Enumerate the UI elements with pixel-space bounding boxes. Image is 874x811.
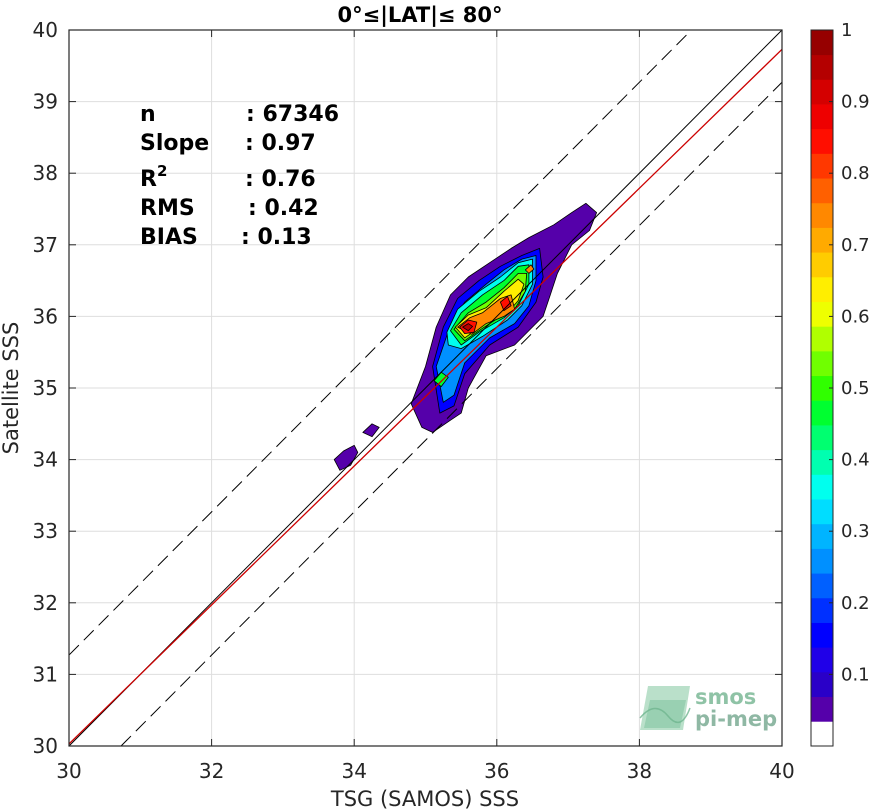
y-axis-label: Satellite SSS	[0, 322, 23, 455]
chart-title: 0°≤|LAT|≤ 80°	[337, 3, 502, 28]
stat-superscript: 2	[157, 162, 167, 180]
colorbar-tick-label: 0.5	[841, 378, 870, 399]
x-tick-label: 34	[341, 759, 366, 783]
stat-label-rms: RMS	[140, 196, 195, 221]
colorbar-tick-label: 0.1	[841, 664, 870, 685]
stat-label-n: n	[140, 102, 156, 127]
colorbar-segment	[811, 276, 833, 302]
y-tick-label: 39	[33, 90, 58, 114]
wave-logo-icon	[639, 686, 691, 730]
stat-label-bias: BIAS	[140, 225, 198, 250]
stat-value-r2: : 0.76	[245, 167, 316, 192]
regression-line	[69, 48, 782, 745]
colorbar-segment	[811, 548, 833, 574]
colorbar-segment	[811, 696, 833, 722]
colorbar-segment	[811, 301, 833, 327]
colorbar-segment	[811, 79, 833, 105]
density-contours	[333, 202, 597, 471]
identity-line	[69, 30, 782, 746]
reference-lines	[69, 30, 782, 746]
density-contour	[499, 295, 512, 312]
colorbar-tick-label: 0.2	[841, 593, 870, 614]
colorbar-segment	[811, 425, 833, 451]
colorbar-segment	[811, 350, 833, 377]
axis-ticks: 30 32 34 36 38 40 30 31 32 33 34 35 36 37 38 39 40	[33, 18, 795, 783]
lower-bound-dashed-line	[120, 81, 782, 746]
x-tick-label: 36	[484, 759, 509, 783]
colorbar-tick-label: 0.6	[841, 306, 870, 327]
colorbar: 0.1 0.2 0.3 0.4 0.5 0.6 0.7 0.8 0.9 1	[810, 20, 870, 747]
colorbar-segment	[811, 54, 833, 80]
colorbar-tick-label: 0.9	[841, 92, 870, 113]
colorbar-segment	[811, 104, 833, 130]
stat-value-n: : 67346	[246, 102, 339, 127]
colorbar-tick-label: 1	[841, 20, 852, 41]
stat-value-slope: : 0.97	[245, 131, 316, 156]
y-tick-label: 40	[33, 18, 58, 42]
x-tick-label: 30	[56, 759, 81, 783]
x-tick-label: 38	[627, 759, 652, 783]
stat-label-slope: Slope	[140, 131, 209, 156]
colorbar-segment	[811, 30, 833, 56]
colorbar-segment	[811, 573, 833, 599]
y-tick-label: 30	[33, 734, 58, 758]
colorbar-segment	[811, 474, 833, 500]
colorbar-tick-label: 0.7	[841, 235, 870, 256]
colorbar-segment	[811, 721, 833, 747]
colorbar-segment	[811, 597, 833, 623]
upper-bound-dashed-line	[69, 30, 693, 656]
colorbar-segment	[811, 202, 833, 228]
colorbar-segment	[811, 128, 833, 154]
logo-text-pi-mep: pi-mep	[695, 707, 777, 731]
y-tick-label: 37	[33, 233, 58, 257]
colorbar-segment	[811, 622, 833, 648]
colorbar-tick-label: 0.4	[841, 450, 870, 471]
colorbar-segment	[811, 252, 833, 278]
colorbar-tick-label: 0.8	[841, 163, 870, 184]
density-contour	[462, 323, 474, 332]
density-contour	[524, 264, 535, 274]
colorbar-segment	[811, 499, 833, 525]
y-tick-label: 38	[33, 161, 58, 185]
y-tick-label: 34	[33, 448, 58, 472]
smos-pi-mep-logo: smos pi-mep	[639, 685, 777, 731]
x-tick-label: 32	[199, 759, 224, 783]
stat-value-rms: : 0.42	[248, 196, 319, 221]
y-tick-label: 32	[33, 591, 58, 615]
colorbar-segment	[811, 227, 833, 253]
x-axis-label: TSG (SAMOS) SSS	[330, 787, 519, 811]
stat-value-bias: : 0.13	[241, 225, 312, 250]
y-tick-label: 35	[33, 376, 58, 400]
colorbar-tick-label: 0.3	[841, 521, 870, 542]
y-tick-label: 31	[33, 662, 58, 686]
density-contour	[333, 444, 359, 471]
colorbar-segment	[811, 326, 833, 352]
colorbar-segment	[811, 647, 833, 673]
x-tick-label: 40	[769, 759, 794, 783]
grid	[68, 29, 783, 747]
colorbar-segment	[811, 400, 833, 426]
colorbar-segment	[811, 153, 833, 179]
density-contour	[362, 423, 380, 438]
y-tick-label: 33	[33, 519, 58, 543]
colorbar-segment	[811, 375, 833, 401]
colorbar-segment	[811, 178, 833, 204]
y-tick-label: 36	[33, 304, 58, 328]
colorbar-segment	[811, 449, 833, 475]
colorbar-segment	[811, 523, 833, 549]
colorbar-segment	[811, 671, 833, 698]
logo-text-smos: smos	[695, 685, 756, 709]
